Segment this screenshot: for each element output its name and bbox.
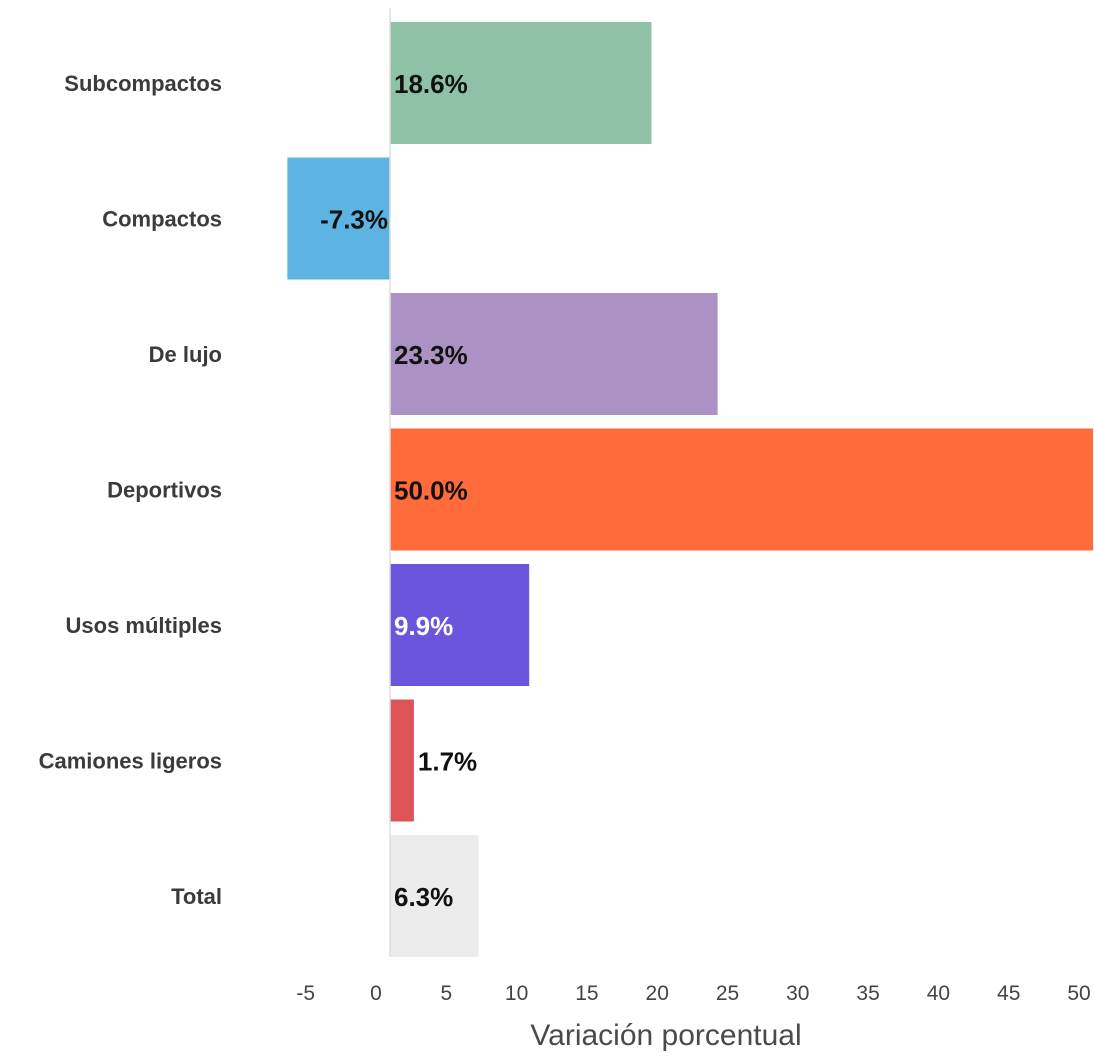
data-label: 23.3%: [394, 340, 468, 370]
bar-2: [390, 293, 718, 415]
data-label: 1.7%: [418, 747, 477, 777]
data-label: 18.6%: [394, 69, 468, 99]
x-tick-label: -5: [296, 982, 315, 1005]
data-label: 6.3%: [394, 882, 453, 912]
x-tick-label: 30: [786, 982, 809, 1005]
x-tick-label: 10: [505, 982, 528, 1005]
bars-layer: [287, 22, 1093, 957]
category-label: Usos múltiples: [66, 613, 222, 638]
x-tick-labels: -5 0 5 10 15 20 25 30 35 40 45 50: [296, 982, 1090, 1005]
x-tick-label: 50: [1067, 982, 1090, 1005]
category-labels: Subcompactos Compactos De lujo Deportivos Us…: [39, 71, 222, 909]
category-label: Subcompactos: [64, 71, 222, 96]
x-tick-label: 25: [716, 982, 739, 1005]
bar-5: [390, 699, 414, 822]
x-tick-label: 40: [927, 982, 950, 1005]
category-label: Deportivos: [107, 478, 222, 503]
x-tick-label: 20: [646, 982, 669, 1005]
data-label: -7.3%: [320, 205, 388, 235]
data-labels: 18.6% -7.3% 23.3% 50.0% 9.9% 1.7% 6.3%: [320, 69, 477, 912]
bar-6: [390, 835, 479, 957]
bar-3: [390, 428, 1093, 551]
x-tick-label: 0: [370, 982, 382, 1005]
x-axis-title: Variación porcentual: [530, 1019, 801, 1052]
data-label: 9.9%: [394, 611, 453, 641]
x-tick-label: 5: [440, 982, 452, 1005]
category-label: Compactos: [102, 207, 222, 232]
x-tick-label: 35: [856, 982, 879, 1005]
bar-0: [390, 22, 652, 144]
x-tick-label: 45: [997, 982, 1020, 1005]
bar-4: [390, 564, 530, 686]
category-label: Camiones ligeros: [39, 749, 222, 774]
data-label: 50.0%: [394, 476, 468, 506]
x-tick-label: 15: [575, 982, 598, 1005]
bar-1: [287, 157, 390, 280]
category-label: De lujo: [149, 342, 222, 367]
category-label: Total: [171, 884, 222, 909]
